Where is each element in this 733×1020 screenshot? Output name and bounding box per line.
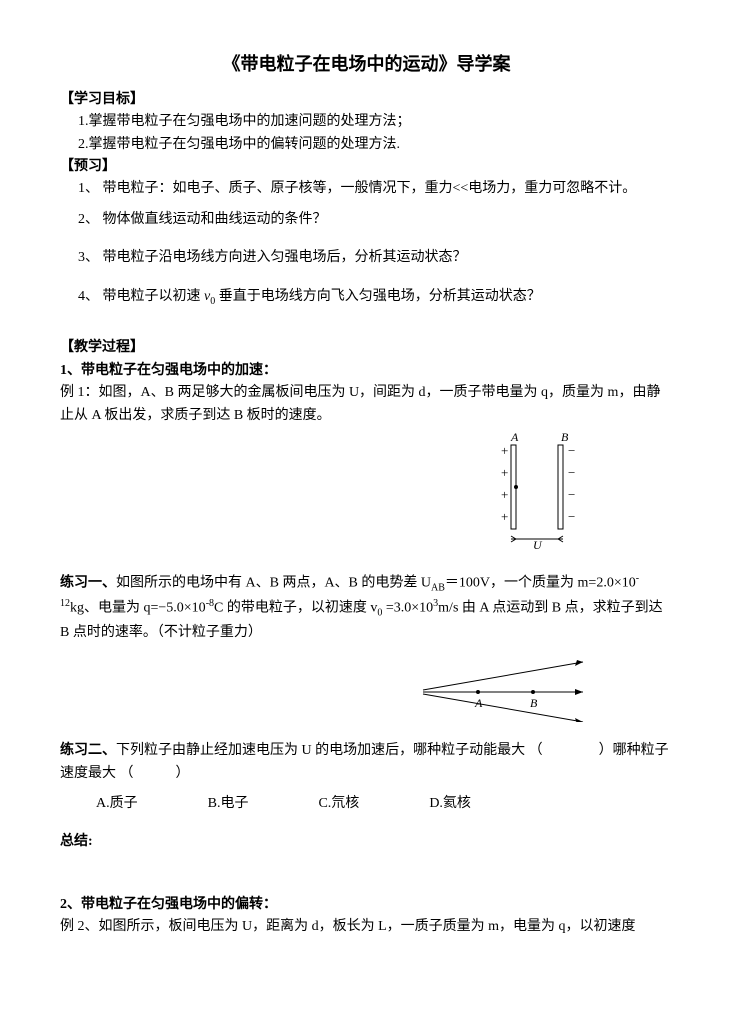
u-label: U xyxy=(533,538,543,551)
goal-item-1: 1.掌握带电粒子在匀强电场中的加速问题的处理方法； xyxy=(60,111,673,133)
example-2: 例 2、如图所示，板间电压为 U，距离为 d，板长为 L，一质子质量为 m，电量… xyxy=(60,916,673,938)
prac1-c: kg、电量为 q=−5.0×10 xyxy=(70,601,206,616)
option-a: A.质子 xyxy=(96,793,138,815)
option-c: C.氘核 xyxy=(318,793,359,815)
topic-2-heading: 2、带电粒子在匀强电场中的偏转： xyxy=(60,894,673,916)
prac1-uab-sub: AB xyxy=(431,582,445,593)
field-label-a: A xyxy=(474,696,483,710)
minus-2: − xyxy=(568,465,575,480)
prac1-exp2: -8 xyxy=(206,598,214,609)
practice-2: 练习二、下列粒子由静止经加速电压为 U 的电场加速后，哪种粒子动能最大 （ ）哪… xyxy=(60,740,673,785)
minus-1: − xyxy=(568,443,575,458)
example-1: 例 1：如图，A、B 两足够大的金属板间电压为 U，间距为 d，一质子带电量为 … xyxy=(60,382,673,427)
arrow-2 xyxy=(575,689,583,695)
prac1-b: ＝100V，一个质量为 m=2.0×10 xyxy=(445,576,636,591)
example-2-label: 例 2、 xyxy=(60,919,99,934)
plate-label-a: A xyxy=(510,431,519,444)
point-b xyxy=(531,690,535,694)
goal-item-2: 2.掌握带电粒子在匀强电场中的偏转问题的处理方法. xyxy=(60,134,673,156)
prac1-d: C 的带电粒子，以初速度 v xyxy=(214,601,377,616)
practice-1: 练习一、如图所示的电场中有 A、B 两点，A、B 的电势差 UAB＝100V，一… xyxy=(60,571,673,644)
preview-4-text-b: 垂直于电场线方向飞入匀强电场，分析其运动状态？ xyxy=(215,289,541,304)
plus-1: + xyxy=(501,443,508,458)
preview-item-4: 4、 带电粒子以初速 v0 垂直于电场线方向飞入匀强电场，分析其运动状态？ xyxy=(60,286,673,310)
option-b: B.电子 xyxy=(208,793,249,815)
preview-4-text-a: 4、 带电粒子以初速 xyxy=(78,289,204,304)
example-2-body: 如图所示，板间电压为 U，距离为 d，板长为 L，一质子质量为 m，电量为 q，… xyxy=(99,919,636,934)
doc-title: 《带电粒子在电场中的运动》导学案 xyxy=(60,50,673,79)
topic-1-heading: 1、带电粒子在匀强电场中的加速： xyxy=(60,360,673,382)
particle-dot xyxy=(514,485,518,489)
point-a xyxy=(476,690,480,694)
prac1-a: 如图所示的电场中有 A、B 两点，A、B 的电势差 U xyxy=(116,576,431,591)
example-1-label: 例 1：如图， xyxy=(60,385,141,400)
arrow-1 xyxy=(575,660,583,666)
goals-heading: 【学习目标】 xyxy=(60,89,673,111)
plus-3: + xyxy=(501,487,508,502)
preview-item-2: 2、 物体做直线运动和曲线运动的条件？ xyxy=(60,209,673,231)
process-heading: 【教学过程】 xyxy=(60,337,673,359)
plate-svg: A B + + + + − − − − U xyxy=(483,431,593,551)
practice-2-body: 下列粒子由静止经加速电压为 U 的电场加速后，哪种粒子动能最大 （ ）哪种粒子速… xyxy=(60,743,669,780)
minus-4: − xyxy=(568,509,575,524)
preview-item-1: 1、 带电粒子：如电子、质子、原子核等，一般情况下，重力<<电场力，重力可忽略不… xyxy=(60,178,673,200)
option-d: D.氦核 xyxy=(429,793,471,815)
plate-b-rect xyxy=(558,445,563,529)
summary-label: 总结: xyxy=(60,831,673,853)
practice-2-label: 练习二、 xyxy=(60,743,116,758)
parallel-plate-diagram: A B + + + + − − − − U xyxy=(60,431,673,551)
practice-1-label: 练习一、 xyxy=(60,576,116,591)
field-label-b: B xyxy=(530,696,538,710)
prac1-e: =3.0×10 xyxy=(382,601,433,616)
field-line-1 xyxy=(423,662,583,690)
preview-heading: 【预习】 xyxy=(60,156,673,178)
field-line-diagram: A B xyxy=(60,652,673,722)
field-svg: A B xyxy=(413,652,593,722)
plus-2: + xyxy=(501,465,508,480)
arrow-3 xyxy=(575,718,583,722)
plus-4: + xyxy=(501,509,508,524)
example-1-body: A、B 两足够大的金属板间电压为 U，间距为 d，一质子带电量为 q，质量为 m… xyxy=(60,385,660,422)
minus-3: − xyxy=(568,487,575,502)
field-line-3 xyxy=(423,694,583,722)
preview-item-3: 3、 带电粒子沿电场线方向进入匀强电场后，分析其运动状态？ xyxy=(60,247,673,269)
options-row: A.质子 B.电子 C.氘核 D.氦核 xyxy=(60,793,673,815)
